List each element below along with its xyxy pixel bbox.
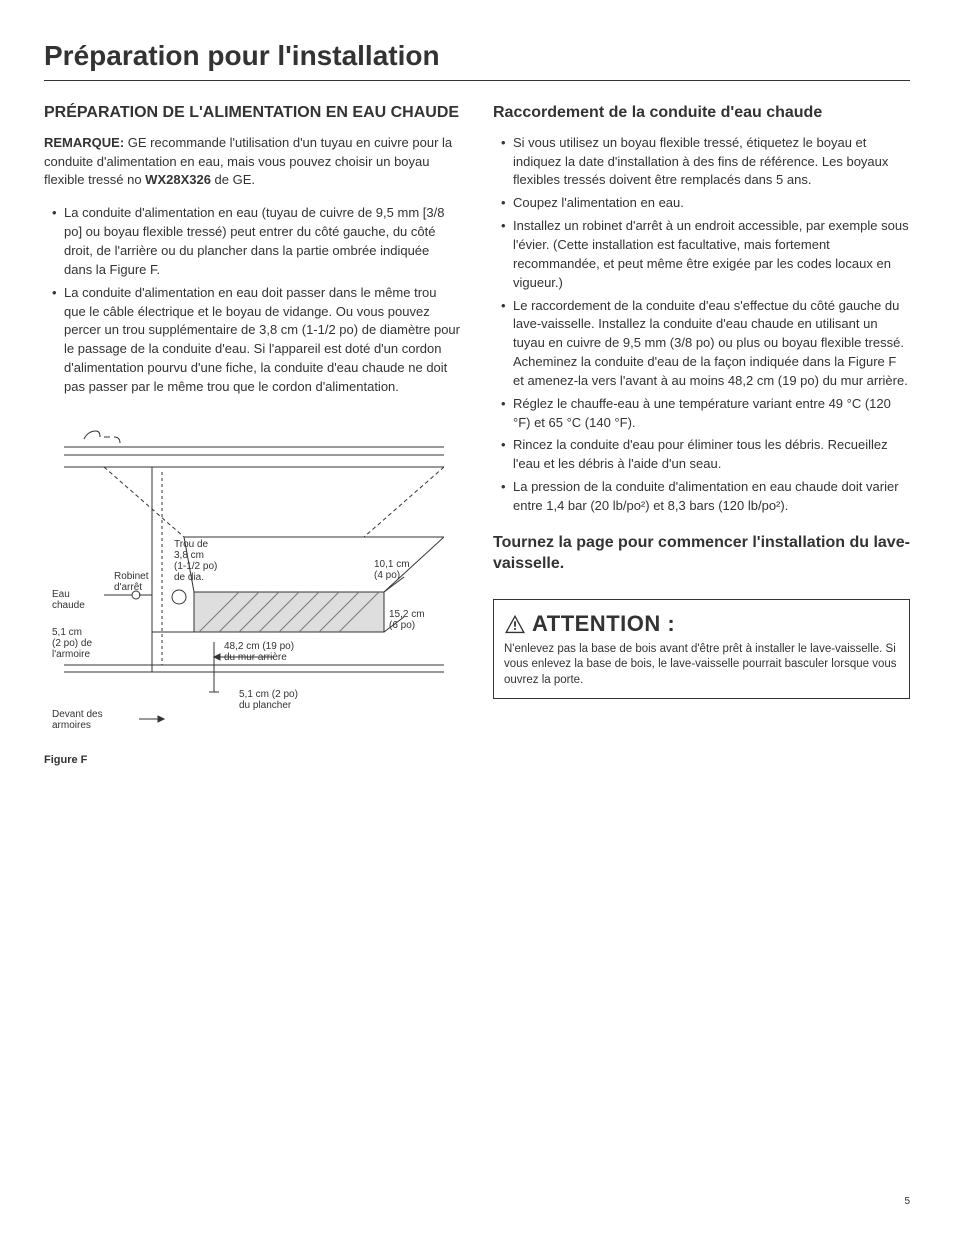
attention-box: ATTENTION : N'enlevez pas la base de boi… <box>493 599 910 699</box>
left-bullet-list: La conduite d'alimentation en eau (tuyau… <box>44 204 461 396</box>
attention-body: N'enlevez pas la base de bois avant d'êt… <box>504 642 899 689</box>
list-item: Réglez le chauffe-eau à une température … <box>501 395 910 433</box>
left-heading: PRÉPARATION DE L'ALIMENTATION EN EAU CHA… <box>44 103 461 124</box>
remark-label: REMARQUE: <box>44 135 124 150</box>
content-columns: PRÉPARATION DE L'ALIMENTATION EN EAU CHA… <box>44 103 910 769</box>
turn-page-heading: Tournez la page pour commencer l'install… <box>493 532 910 575</box>
fig-label-devant: Devant desarmoires <box>52 709 103 731</box>
list-item: Installez un robinet d'arrêt à un endroi… <box>501 217 910 292</box>
left-column: PRÉPARATION DE L'ALIMENTATION EN EAU CHA… <box>44 103 461 769</box>
list-item: Rincez la conduite d'eau pour éliminer t… <box>501 436 910 474</box>
list-item: Le raccordement de la conduite d'eau s'e… <box>501 297 910 391</box>
page-number: 5 <box>904 1196 910 1207</box>
list-item: La conduite d'alimentation en eau doit p… <box>52 284 461 397</box>
fig-label-51a: 5,1 cm(2 po) del'armoire <box>52 627 92 660</box>
right-heading: Raccordement de la conduite d'eau chaude <box>493 103 910 124</box>
list-item: Coupez l'alimentation en eau. <box>501 194 910 213</box>
list-item: La conduite d'alimentation en eau (tuyau… <box>52 204 461 279</box>
fig-label-152: 15,2 cm(6 po) <box>389 609 425 631</box>
attention-title-text: ATTENTION : <box>532 608 675 640</box>
fig-label-482: 48,2 cm (19 po)du mur arrière <box>224 641 294 663</box>
remark-partno: WX28X326 <box>145 172 211 187</box>
fig-label-101: 10,1 cm(4 po) <box>374 559 410 581</box>
page-title: Préparation pour l'installation <box>44 40 910 81</box>
remark-tail: de GE. <box>211 172 255 187</box>
fig-label-51b: 5,1 cm (2 po)du plancher <box>239 689 298 711</box>
attention-title-row: ATTENTION : <box>504 608 899 640</box>
figure-f-svg: Eauchaude Robinetd'arrêt Trou de3,8 cm(1… <box>44 417 444 747</box>
right-bullet-list: Si vous utilisez un boyau flexible tress… <box>493 134 910 516</box>
fig-label-robinet: Robinetd'arrêt <box>114 571 149 593</box>
remark-paragraph: REMARQUE: GE recommande l'utilisation d'… <box>44 134 461 191</box>
figure-caption: Figure F <box>44 753 461 769</box>
warning-icon <box>504 614 526 634</box>
fig-label-eau: Eauchaude <box>52 589 85 611</box>
list-item: La pression de la conduite d'alimentatio… <box>501 478 910 516</box>
figure-f: Eauchaude Robinetd'arrêt Trou de3,8 cm(1… <box>44 417 461 769</box>
fig-label-trou: Trou de3,8 cm(1-1/2 po)de dia. <box>174 539 217 583</box>
list-item: Si vous utilisez un boyau flexible tress… <box>501 134 910 191</box>
right-column: Raccordement de la conduite d'eau chaude… <box>493 103 910 769</box>
